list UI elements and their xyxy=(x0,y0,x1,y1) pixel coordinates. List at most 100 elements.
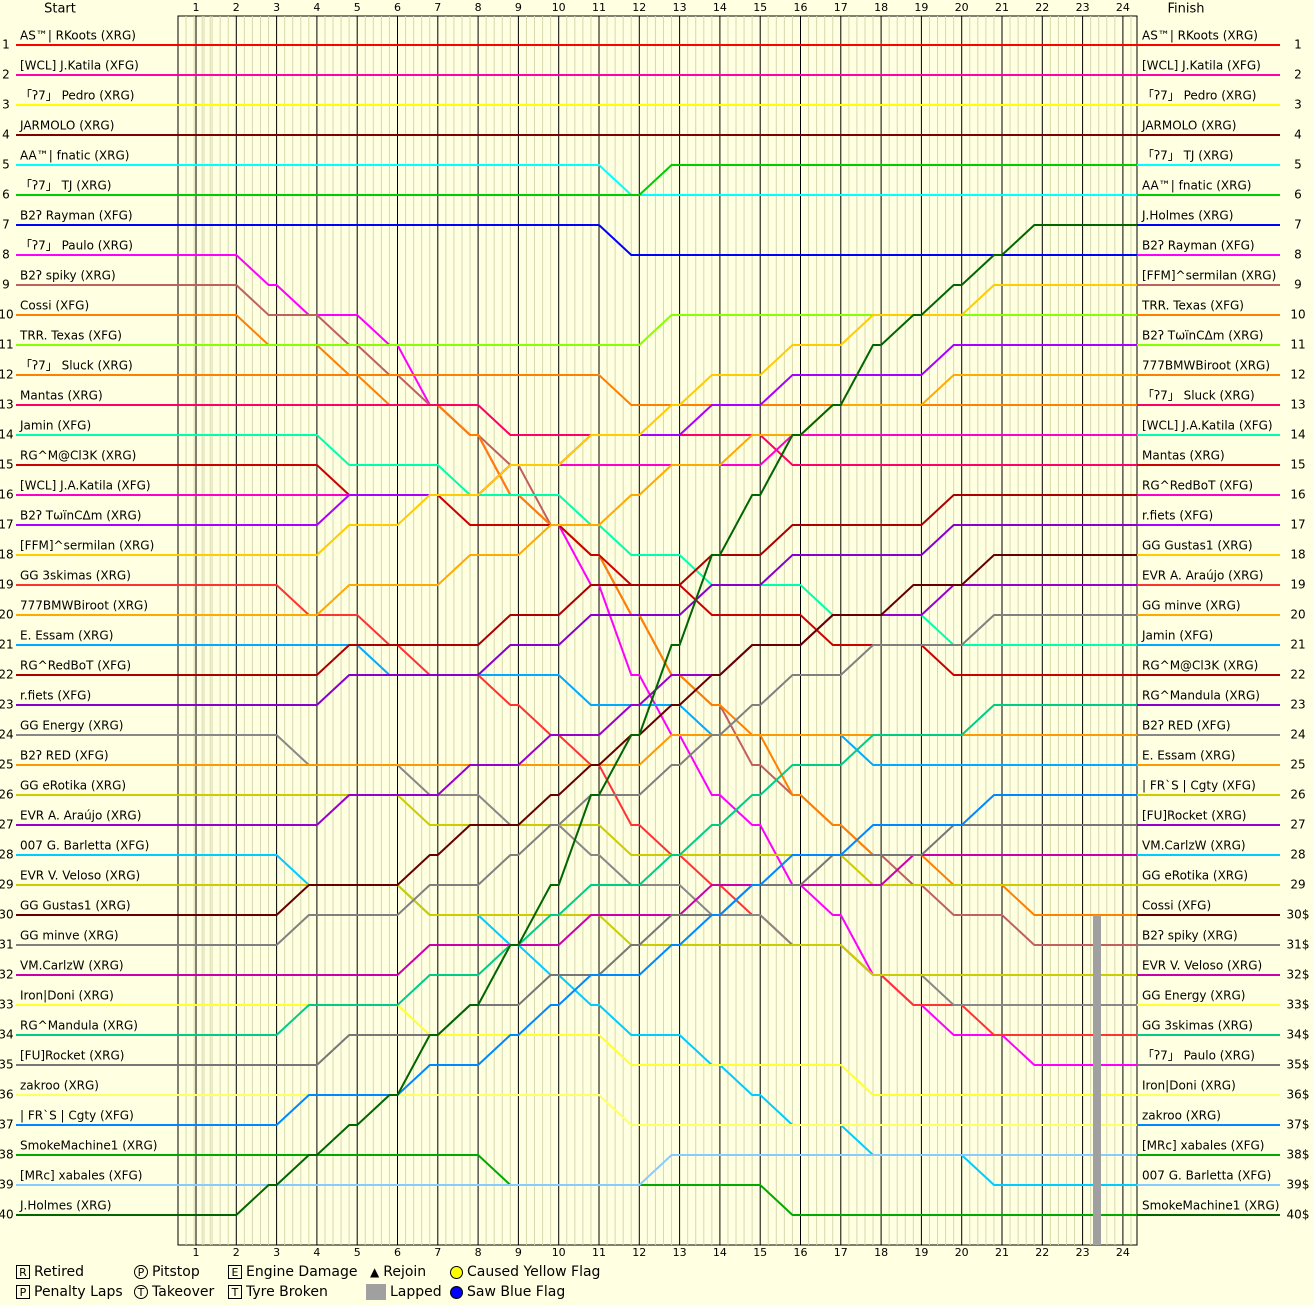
position-label-left: 3 xyxy=(2,98,10,112)
position-label-right: 25 xyxy=(1290,758,1305,772)
start-driver-label: | FR`S | Cgty (XFG) xyxy=(20,1109,134,1123)
finish-driver-label: zakroo (XRG) xyxy=(1142,1109,1221,1123)
position-label-left: 12 xyxy=(0,368,14,382)
finish-driver-label: [FU]Rocket (XRG) xyxy=(1142,809,1246,823)
start-driver-label: 「ʔ7」 TJ (XRG) xyxy=(20,179,111,193)
start-driver-label: GG minve (XRG) xyxy=(20,929,119,943)
finish-driver-label: B2ʔ Rayman (XFG) xyxy=(1142,239,1255,253)
blue-flag-icon xyxy=(450,1285,463,1299)
start-driver-label: GG 3skimas (XRG) xyxy=(20,569,131,583)
start-driver-label: E. Essam (XRG) xyxy=(20,629,113,643)
lap-label-top: 20 xyxy=(955,1,969,14)
start-header: Start xyxy=(44,2,76,17)
driver-trace xyxy=(178,614,1137,946)
position-label-right: 38$ xyxy=(1287,1148,1310,1162)
position-label-right: 33$ xyxy=(1287,998,1310,1012)
position-label-left: 30 xyxy=(0,908,14,922)
start-driver-label: AS™| RKoots (XRG) xyxy=(20,29,136,43)
position-label-left: 38 xyxy=(0,1148,14,1162)
lap-label-bottom: 9 xyxy=(515,1246,522,1259)
position-label-right: 9 xyxy=(1294,278,1302,292)
lap-label-bottom: 2 xyxy=(233,1246,240,1259)
finish-driver-label: | FR`S | Cgty (XFG) xyxy=(1142,779,1256,793)
penalty-icon: P xyxy=(16,1285,30,1299)
start-driver-label: Jamin (XFG) xyxy=(19,419,91,433)
position-label-left: 1 xyxy=(2,38,10,52)
legend-caused-yellow-flag: Caused Yellow Flag xyxy=(450,1264,600,1280)
start-driver-label: SmokeMachine1 (XRG) xyxy=(20,1139,157,1153)
lap-label-bottom: 12 xyxy=(632,1246,646,1259)
position-label-left: 4 xyxy=(2,128,10,142)
position-label-right: 40$ xyxy=(1287,1208,1310,1222)
legend-engine-damage: E Engine Damage xyxy=(228,1264,358,1280)
position-label-left: 32 xyxy=(0,968,14,982)
start-driver-label: RG^RedBoT (XFG) xyxy=(20,659,131,673)
lap-label-top: 14 xyxy=(713,1,727,14)
position-label-right: 15 xyxy=(1290,458,1305,472)
finish-driver-label: SmokeMachine1 (XRG) xyxy=(1142,1199,1279,1213)
start-driver-label: J.Holmes (XRG) xyxy=(19,1199,111,1213)
driver-trace xyxy=(178,794,1137,886)
start-driver-label: 「ʔ7」 Paulo (XRG) xyxy=(20,239,133,253)
lapped-icon xyxy=(366,1284,386,1300)
driver-trace xyxy=(178,164,1137,196)
lap-label-top: 7 xyxy=(434,1,441,14)
tyre-broken-icon: T xyxy=(228,1285,242,1299)
start-driver-label: TRR. Texas (XFG) xyxy=(19,329,122,343)
position-label-right: 1 xyxy=(1294,38,1302,52)
position-label-right: 37$ xyxy=(1287,1118,1310,1132)
rejoin-icon: ▲ xyxy=(370,1265,380,1279)
legend-takeover: T Takeover xyxy=(134,1284,214,1300)
position-label-left: 27 xyxy=(0,818,14,832)
lap-label-bottom: 15 xyxy=(753,1246,767,1259)
position-label-right: 36$ xyxy=(1287,1088,1310,1102)
start-driver-label: [FFM]^sermilan (XRG) xyxy=(20,539,154,553)
start-driver-label: [FU]Rocket (XRG) xyxy=(20,1049,124,1063)
position-label-right: 21 xyxy=(1290,638,1305,652)
finish-driver-label: 007 G. Barletta (XFG) xyxy=(1142,1169,1271,1183)
finish-driver-label: GG 3skimas (XRG) xyxy=(1142,1019,1253,1033)
legend-tyre-broken: T Tyre Broken xyxy=(228,1284,328,1300)
finish-driver-label: [WCL] J.A.Katila (XFG) xyxy=(1142,419,1273,433)
start-driver-label: 777BMWBiroot (XRG) xyxy=(20,599,148,613)
pitstop-icon: P xyxy=(134,1265,148,1279)
lap-label-top: 23 xyxy=(1076,1,1090,14)
position-label-left: 36 xyxy=(0,1088,14,1102)
driver-trace xyxy=(178,524,1137,706)
driver-trace xyxy=(178,494,1137,676)
position-label-left: 21 xyxy=(0,638,14,652)
start-driver-label: GG Energy (XRG) xyxy=(20,719,123,733)
legend-pitstop: P Pitstop xyxy=(134,1264,200,1280)
position-label-left: 11 xyxy=(0,338,14,352)
position-label-left: 31 xyxy=(0,938,14,952)
finish-driver-label: [MRc] xabales (XFG) xyxy=(1142,1139,1264,1153)
start-driver-label: r.fiets (XFG) xyxy=(20,689,91,703)
position-label-right: 26 xyxy=(1290,788,1305,802)
position-label-right: 20 xyxy=(1290,608,1305,622)
finish-driver-label: 「ʔ7」 TJ (XRG) xyxy=(1142,149,1233,163)
finish-driver-label: TRR. Texas (XFG) xyxy=(1141,299,1244,313)
position-label-right: 7 xyxy=(1294,218,1302,232)
finish-driver-label: Jamin (XFG) xyxy=(1141,629,1213,643)
position-label-left: 34 xyxy=(0,1028,14,1042)
start-driver-label: [MRc] xabales (XFG) xyxy=(20,1169,142,1183)
driver-trace xyxy=(178,284,1137,556)
position-label-left: 13 xyxy=(0,398,14,412)
finish-driver-label: RG^M@Cl3K (XRG) xyxy=(1142,659,1258,673)
engine-damage-icon: E xyxy=(228,1265,242,1279)
lap-label-bottom: 4 xyxy=(313,1246,320,1259)
position-label-left: 7 xyxy=(2,218,10,232)
lap-label-bottom: 24 xyxy=(1116,1246,1130,1259)
finish-driver-label: 777BMWBiroot (XRG) xyxy=(1142,359,1270,373)
lap-label-top: 19 xyxy=(914,1,928,14)
position-label-right: 2 xyxy=(1294,68,1302,82)
lap-label-top: 5 xyxy=(354,1,361,14)
finish-header: Finish xyxy=(1167,2,1204,17)
lap-label-top: 9 xyxy=(515,1,522,14)
position-label-right: 16 xyxy=(1290,488,1305,502)
position-label-right: 13 xyxy=(1290,398,1305,412)
finish-driver-label: 「ʔ7」 Sluck (XRG) xyxy=(1142,389,1255,403)
start-driver-label: 007 G. Barletta (XFG) xyxy=(20,839,149,853)
finish-driver-label: r.fiets (XFG) xyxy=(1142,509,1213,523)
driver-trace xyxy=(178,854,1137,976)
